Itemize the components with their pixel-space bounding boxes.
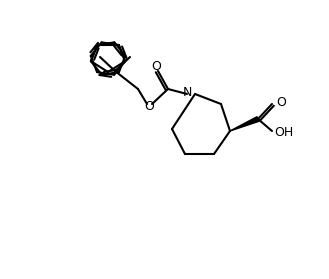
Polygon shape — [230, 117, 259, 131]
Text: O: O — [144, 100, 154, 112]
Text: O: O — [276, 95, 286, 109]
Text: O: O — [151, 61, 161, 73]
Text: N: N — [182, 85, 192, 98]
Text: OH: OH — [274, 126, 293, 140]
